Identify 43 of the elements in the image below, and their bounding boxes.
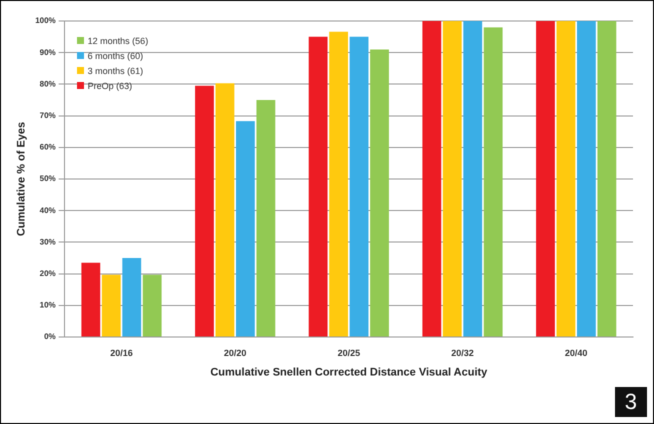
legend-label: 12 months (56) xyxy=(88,36,148,46)
y-tick-label: 10% xyxy=(40,300,56,310)
legend-label: 6 months (60) xyxy=(88,50,144,60)
bar xyxy=(256,100,276,336)
x-tick-label: 20/32 xyxy=(451,348,474,358)
bar xyxy=(597,21,616,336)
y-tick-label: 70% xyxy=(40,111,56,120)
x-axis-title: Cumulative Snellen Corrected Distance Visual Acuity xyxy=(210,366,488,378)
x-tick-label: 20/40 xyxy=(564,348,588,358)
bar xyxy=(422,21,442,336)
bar xyxy=(102,274,121,336)
bar xyxy=(195,86,214,336)
y-tick-label: 0% xyxy=(44,332,56,342)
bar xyxy=(236,121,255,336)
bar xyxy=(463,21,482,336)
y-tick-label: 40% xyxy=(40,206,56,215)
text: 3 xyxy=(624,389,637,414)
bar xyxy=(81,262,100,336)
bar xyxy=(442,21,462,336)
y-axis-title: Cumulative % of Eyes xyxy=(16,122,28,236)
bar xyxy=(484,27,503,336)
x-tick-label: 20/25 xyxy=(338,348,360,358)
bar xyxy=(142,274,162,336)
bar xyxy=(122,258,142,336)
bar xyxy=(370,49,389,336)
bar xyxy=(576,21,596,336)
bar xyxy=(556,21,576,336)
y-tick-label: 100% xyxy=(35,16,56,26)
y-tick-label: 30% xyxy=(40,237,56,246)
bar xyxy=(350,36,368,336)
legend-label: 3 months (61) xyxy=(88,66,144,76)
y-tick-label: 90% xyxy=(40,48,56,57)
y-tick-label: 20% xyxy=(40,269,56,278)
x-tick-label: 20/16 xyxy=(110,348,133,358)
x-tick-label: 20/20 xyxy=(224,348,246,358)
bar xyxy=(308,36,328,336)
legend-label: PreOp (63) xyxy=(88,80,132,90)
y-tick-label: 50% xyxy=(40,174,56,184)
y-tick-label: 80% xyxy=(40,79,56,88)
bar xyxy=(536,21,555,336)
bar xyxy=(216,83,234,336)
bar xyxy=(329,32,348,336)
y-tick-label: 60% xyxy=(40,142,56,152)
